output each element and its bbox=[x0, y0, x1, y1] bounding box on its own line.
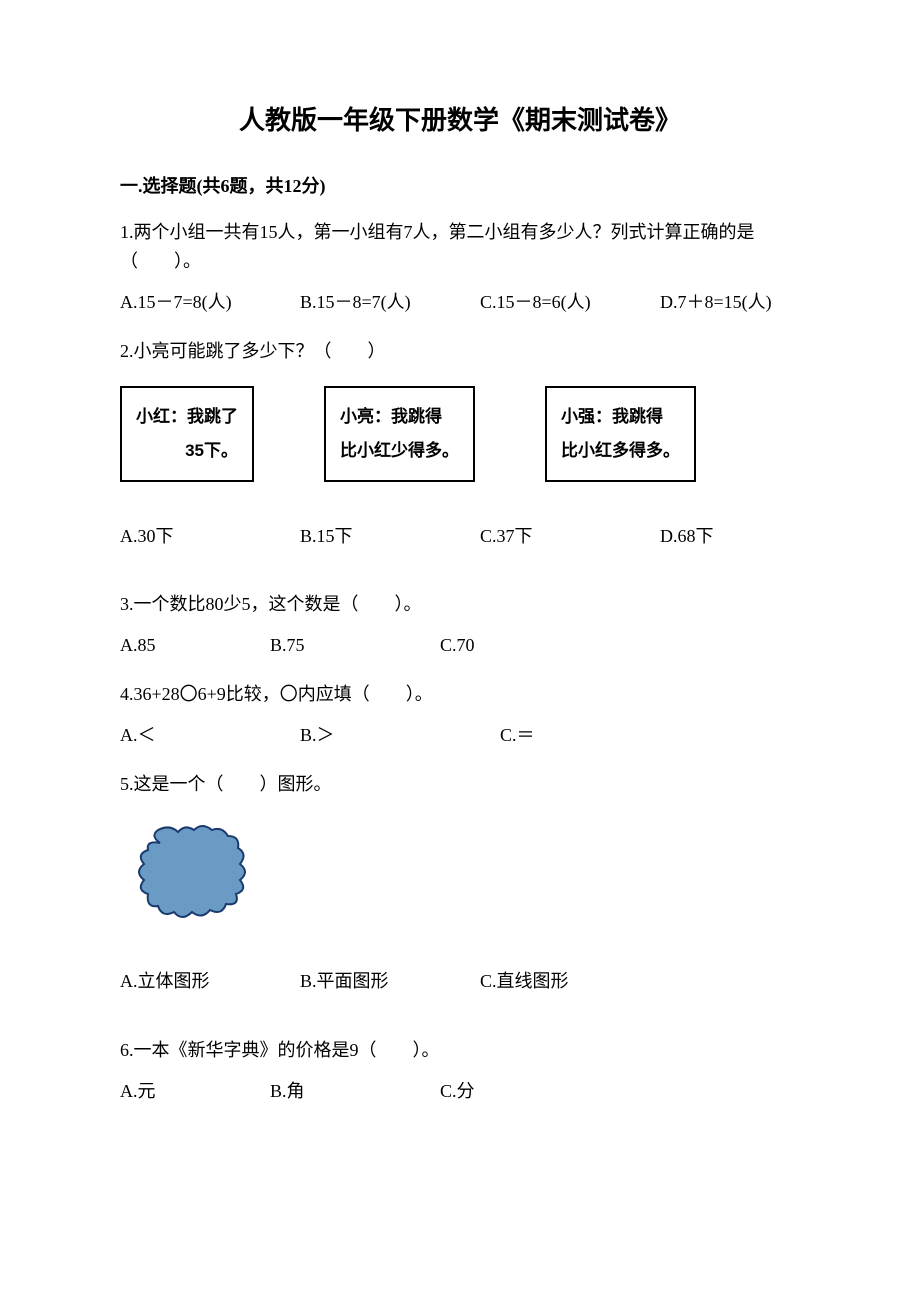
q2-option-a: A.30下 bbox=[120, 522, 290, 551]
q1-option-b: B.15－8=7(人) bbox=[300, 288, 470, 317]
box2-line2: 比小红少得多。 bbox=[340, 434, 459, 468]
q2-option-b: B.15下 bbox=[300, 522, 470, 551]
blob-icon bbox=[130, 818, 260, 928]
question-5-options: A.立体图形 B.平面图形 C.直线图形 bbox=[120, 967, 800, 996]
q2-option-c: C.37下 bbox=[480, 522, 650, 551]
box2-line1: 小亮：我跳得 bbox=[340, 400, 459, 434]
question-2-text: 2.小亮可能跳了多少下？（ ） bbox=[120, 337, 800, 366]
speech-boxes: 小红：我跳了 35下。 小亮：我跳得 比小红少得多。 小强：我跳得 比小红多得多… bbox=[120, 386, 800, 482]
question-3: 3.一个数比80少5，这个数是（ ）。 A.85 B.75 C.70 bbox=[120, 590, 800, 660]
q1-option-d: D.7＋8=15(人) bbox=[660, 288, 800, 317]
speech-box-xiaohong: 小红：我跳了 35下。 bbox=[120, 386, 254, 482]
question-5-text: 5.这是一个（ ）图形。 bbox=[120, 770, 800, 799]
question-4: 4.36+28〇6+9比较，〇内应填（ ）。 A.＜ B.＞ C.＝ bbox=[120, 680, 800, 750]
box1-line2: 35下。 bbox=[136, 434, 238, 468]
q3-option-a: A.85 bbox=[120, 631, 270, 660]
speech-box-xiaoliang: 小亮：我跳得 比小红少得多。 bbox=[324, 386, 475, 482]
q4-option-b: B.＞ bbox=[300, 721, 500, 750]
q3-option-b: B.75 bbox=[270, 631, 440, 660]
q6-option-a: A.元 bbox=[120, 1077, 270, 1106]
q4-option-c: C.＝ bbox=[500, 721, 670, 750]
question-3-text: 3.一个数比80少5，这个数是（ ）。 bbox=[120, 590, 800, 619]
question-2: 2.小亮可能跳了多少下？（ ） 小红：我跳了 35下。 小亮：我跳得 比小红少得… bbox=[120, 337, 800, 551]
q6-option-b: B.角 bbox=[270, 1077, 440, 1106]
q3-option-c: C.70 bbox=[440, 631, 610, 660]
question-4-options: A.＜ B.＞ C.＝ bbox=[120, 721, 800, 750]
question-6-options: A.元 B.角 C.分 bbox=[120, 1077, 800, 1106]
q4-option-a: A.＜ bbox=[120, 721, 300, 750]
question-6: 6.一本《新华字典》的价格是9（ ）。 A.元 B.角 C.分 bbox=[120, 1036, 800, 1106]
question-6-text: 6.一本《新华字典》的价格是9（ ）。 bbox=[120, 1036, 800, 1065]
question-2-options: A.30下 B.15下 C.37下 D.68下 bbox=[120, 522, 800, 551]
box3-line1: 小强：我跳得 bbox=[561, 400, 680, 434]
question-1-text: 1.两个小组一共有15人，第一小组有7人，第二小组有多少人？列式计算正确的是（ … bbox=[120, 218, 800, 276]
blob-figure bbox=[130, 818, 800, 937]
box3-line2: 比小红多得多。 bbox=[561, 434, 680, 468]
q2-option-d: D.68下 bbox=[660, 522, 800, 551]
page-title: 人教版一年级下册数学《期末测试卷》 bbox=[120, 100, 800, 142]
q1-option-a: A.15－7=8(人) bbox=[120, 288, 290, 317]
section-header-1: 一.选择题(共6题，共12分) bbox=[120, 172, 800, 201]
question-4-text: 4.36+28〇6+9比较，〇内应填（ ）。 bbox=[120, 680, 800, 709]
q1-option-c: C.15－8=6(人) bbox=[480, 288, 650, 317]
q5-option-b: B.平面图形 bbox=[300, 967, 480, 996]
question-5: 5.这是一个（ ）图形。 A.立体图形 B.平面图形 C.直线图形 bbox=[120, 770, 800, 996]
q5-option-c: C.直线图形 bbox=[480, 967, 650, 996]
speech-box-xiaoqiang: 小强：我跳得 比小红多得多。 bbox=[545, 386, 696, 482]
box1-line1: 小红：我跳了 bbox=[136, 400, 238, 434]
question-3-options: A.85 B.75 C.70 bbox=[120, 631, 800, 660]
q6-option-c: C.分 bbox=[440, 1077, 610, 1106]
q5-option-a: A.立体图形 bbox=[120, 967, 300, 996]
question-1: 1.两个小组一共有15人，第一小组有7人，第二小组有多少人？列式计算正确的是（ … bbox=[120, 218, 800, 316]
question-1-options: A.15－7=8(人) B.15－8=7(人) C.15－8=6(人) D.7＋… bbox=[120, 288, 800, 317]
